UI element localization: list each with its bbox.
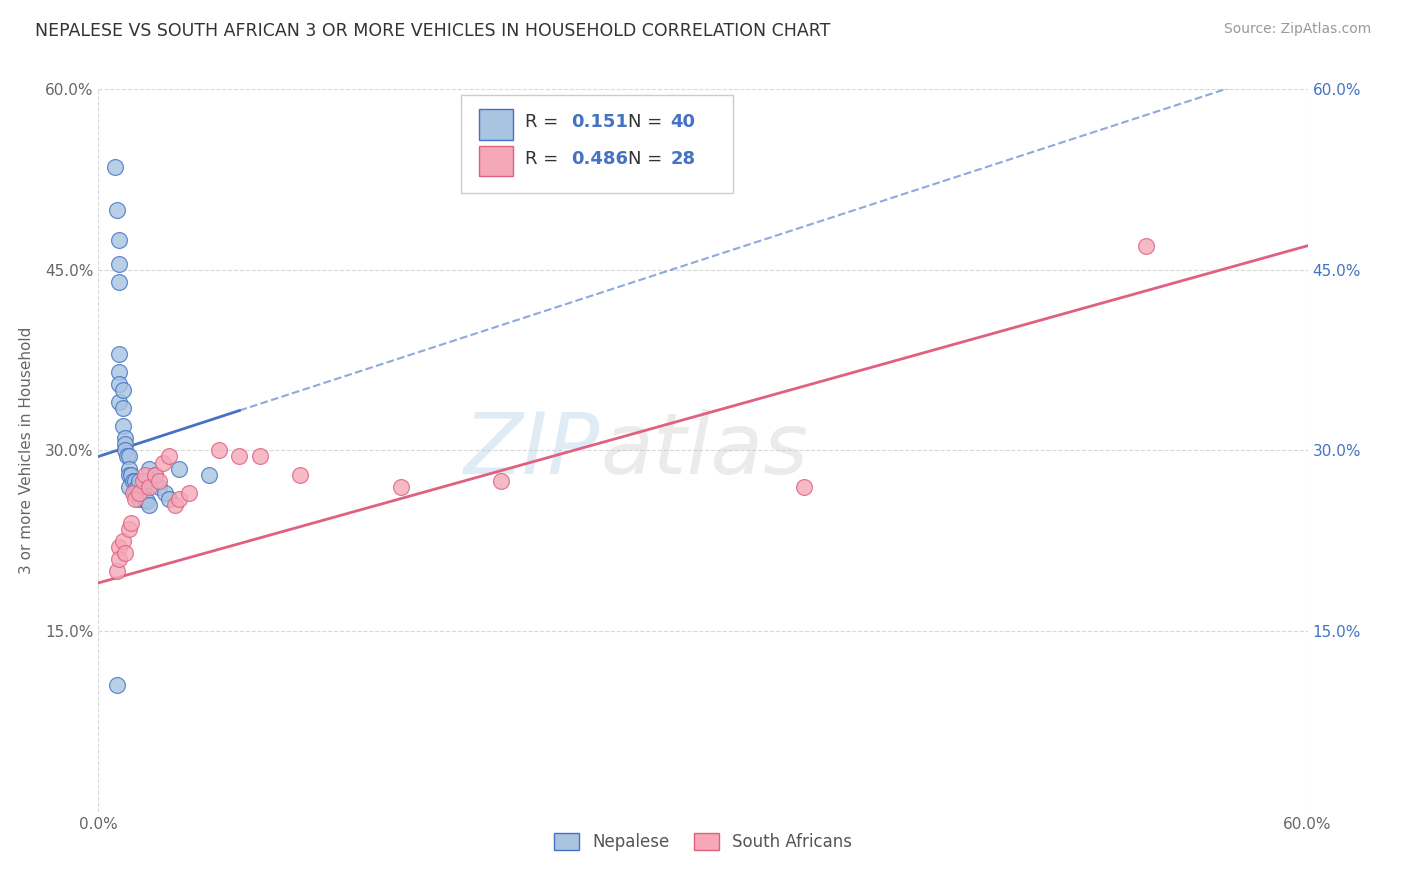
Point	[143, 467, 166, 482]
Point	[114, 443, 136, 458]
Point	[132, 474, 155, 488]
Text: 0.151: 0.151	[571, 112, 628, 131]
Point	[129, 485, 152, 500]
Point	[128, 491, 150, 506]
Point	[107, 365, 129, 379]
Point	[208, 443, 231, 458]
Point	[118, 467, 141, 482]
Point	[288, 467, 311, 482]
Point	[124, 485, 146, 500]
Point	[111, 419, 134, 434]
Y-axis label: 3 or more Vehicles in Household: 3 or more Vehicles in Household	[18, 326, 34, 574]
Point	[167, 461, 190, 475]
FancyBboxPatch shape	[479, 110, 513, 140]
Point	[121, 485, 143, 500]
Point	[107, 377, 129, 392]
Point	[793, 480, 815, 494]
Point	[167, 491, 190, 506]
Point	[124, 474, 146, 488]
Point	[114, 546, 136, 560]
Point	[107, 540, 129, 554]
Point	[148, 474, 170, 488]
Point	[138, 498, 160, 512]
Point	[135, 494, 157, 508]
Point	[124, 491, 146, 506]
Point	[111, 533, 134, 548]
Point	[157, 450, 180, 464]
Text: R =: R =	[526, 112, 564, 131]
Point	[107, 347, 129, 361]
Text: 28: 28	[671, 150, 696, 168]
Text: NEPALESE VS SOUTH AFRICAN 3 OR MORE VEHICLES IN HOUSEHOLD CORRELATION CHART: NEPALESE VS SOUTH AFRICAN 3 OR MORE VEHI…	[35, 22, 831, 40]
Point	[118, 480, 141, 494]
Point	[115, 450, 138, 464]
Point	[111, 384, 134, 398]
Text: Source: ZipAtlas.com: Source: ZipAtlas.com	[1223, 22, 1371, 37]
Point	[153, 485, 176, 500]
Text: ZIP: ZIP	[464, 409, 600, 492]
Point	[125, 480, 148, 494]
Point	[128, 474, 150, 488]
Point	[163, 498, 186, 512]
Point	[179, 485, 201, 500]
Point	[157, 491, 180, 506]
Point	[198, 467, 221, 482]
Point	[105, 564, 128, 578]
Point	[249, 450, 271, 464]
Text: 40: 40	[671, 112, 696, 131]
Point	[491, 474, 513, 488]
Point	[105, 678, 128, 692]
Text: N =: N =	[628, 112, 668, 131]
FancyBboxPatch shape	[479, 145, 513, 176]
Text: N =: N =	[628, 150, 668, 168]
Point	[389, 480, 412, 494]
Point	[138, 461, 160, 475]
Text: atlas: atlas	[600, 409, 808, 492]
Text: 0.486: 0.486	[571, 150, 628, 168]
Point	[118, 461, 141, 475]
Point	[107, 257, 129, 271]
Point	[152, 455, 174, 469]
Point	[143, 467, 166, 482]
Point	[228, 450, 250, 464]
Point	[107, 551, 129, 566]
Point	[118, 450, 141, 464]
Text: R =: R =	[526, 150, 564, 168]
Point	[118, 522, 141, 536]
Point	[138, 480, 160, 494]
Point	[107, 395, 129, 409]
Point	[105, 202, 128, 217]
Point	[128, 485, 150, 500]
Legend: Nepalese, South Africans: Nepalese, South Africans	[547, 826, 859, 857]
Point	[107, 275, 129, 289]
Point	[121, 474, 143, 488]
Point	[103, 161, 125, 175]
Point	[120, 467, 142, 482]
Point	[1135, 238, 1157, 253]
FancyBboxPatch shape	[461, 95, 734, 193]
Point	[132, 485, 155, 500]
Point	[114, 431, 136, 445]
Point	[134, 467, 156, 482]
Point	[111, 401, 134, 416]
Point	[114, 437, 136, 451]
Point	[107, 233, 129, 247]
Point	[148, 480, 170, 494]
Point	[134, 491, 156, 506]
Point	[120, 516, 142, 530]
